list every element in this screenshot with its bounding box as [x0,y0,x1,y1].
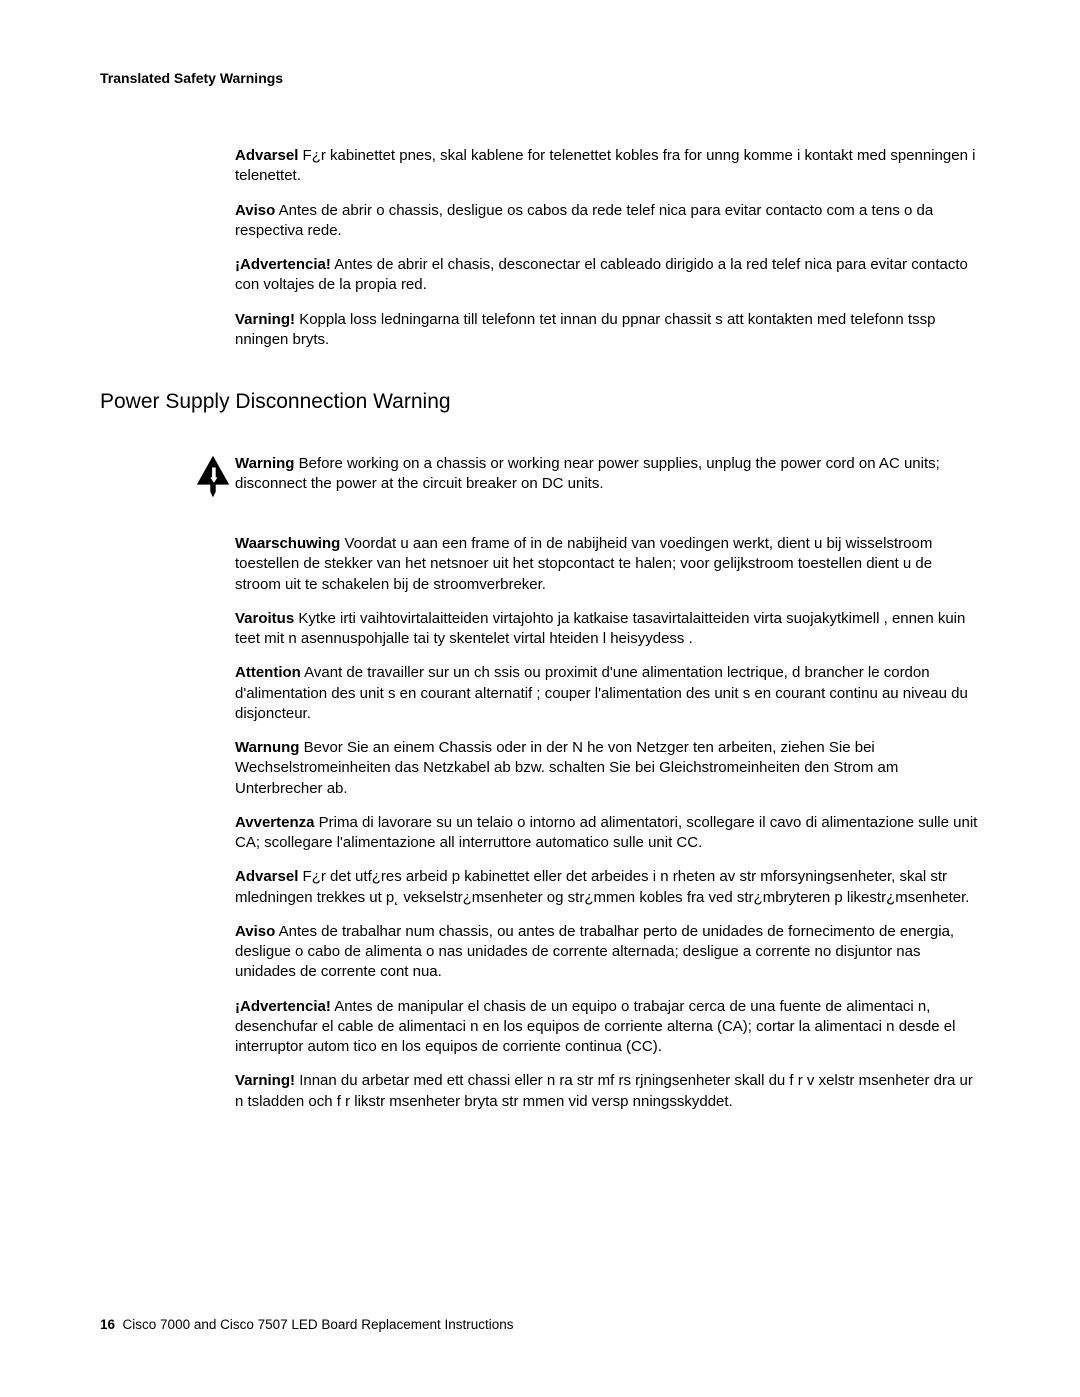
page-number: 16 [100,1317,115,1332]
text: Bevor Sie an einem Chassis oder in der N… [235,739,898,797]
text: F¿r kabinettet pnes, skal kablene for te… [235,147,975,184]
main-warning-text: Warning Before working on a chassis or w… [235,454,980,495]
label: Advarsel [235,868,298,885]
label: Avvertenza [235,814,314,831]
text: Innan du arbetar med ett chassi eller n … [235,1072,973,1109]
text: Antes de trabalhar num chassis, ou antes… [235,923,954,981]
label: ¡Advertencia! [235,256,331,273]
text: Koppla loss ledningarna till telefonn te… [235,311,935,348]
top-warning-block: Advarsel F¿r kabinettet pnes, skal kable… [235,146,980,350]
text: Before working on a chassis or working n… [235,455,940,492]
para-attention: Attention Avant de travailler sur un ch … [235,663,980,724]
text: Avant de travailler sur un ch ssis ou pr… [235,664,968,722]
text: F¿r det utf¿res arbeid p kabinettet elle… [235,868,969,905]
main-warning-row: Warning Before working on a chassis or w… [100,454,980,504]
page: Translated Safety Warnings Advarsel F¿r … [0,0,1080,1397]
label: ¡Advertencia! [235,998,331,1015]
text: Voordat u aan een frame of in de nabijhe… [235,535,932,593]
text: Antes de abrir el chasis, desconectar el… [235,256,968,293]
translated-block: Waarschuwing Voordat u aan een frame of … [235,534,980,1112]
label: Varoitus [235,610,294,627]
running-header: Translated Safety Warnings [100,70,980,86]
para-aviso-1: Aviso Antes de abrir o chassis, desligue… [235,201,980,242]
label: Waarschuwing [235,535,340,552]
label: Warnung [235,739,299,756]
para-advarsel-1: Advarsel F¿r kabinettet pnes, skal kable… [235,146,980,187]
para-avvertenza: Avvertenza Prima di lavorare su un telai… [235,813,980,854]
warning-triangle-icon [195,454,231,504]
para-varoitus: Varoitus Kytke irti vaihtovirtalaitteide… [235,609,980,650]
label: Varning! [235,311,295,328]
para-varning-1: Varning! Koppla loss ledningarna till te… [235,310,980,351]
para-waarschuwing: Waarschuwing Voordat u aan een frame of … [235,534,980,595]
para-advertencia-1: ¡Advertencia! Antes de abrir el chasis, … [235,255,980,296]
para-advertencia-2: ¡Advertencia! Antes de manipular el chas… [235,997,980,1058]
label: Aviso [235,923,275,940]
label: Advarsel [235,147,298,164]
footer: 16 Cisco 7000 and Cisco 7507 LED Board R… [100,1317,514,1332]
label: Warning [235,455,294,472]
text: Kytke irti vaihtovirtalaitteiden virtajo… [235,610,965,647]
text: Antes de abrir o chassis, desligue os ca… [235,202,933,239]
para-varning-2: Varning! Innan du arbetar med ett chassi… [235,1071,980,1112]
para-advarsel-2: Advarsel F¿r det utf¿res arbeid p kabine… [235,867,980,908]
footer-title: Cisco 7000 and Cisco 7507 LED Board Repl… [123,1317,514,1332]
para-aviso-2: Aviso Antes de trabalhar num chassis, ou… [235,922,980,983]
text: Antes de manipular el chasis de un equip… [235,998,955,1056]
label: Varning! [235,1072,295,1089]
label: Aviso [235,202,275,219]
label: Attention [235,664,301,681]
text: Prima di lavorare su un telaio o intorno… [235,814,977,851]
section-title: Power Supply Disconnection Warning [100,390,980,414]
para-warnung: Warnung Bevor Sie an einem Chassis oder … [235,738,980,799]
